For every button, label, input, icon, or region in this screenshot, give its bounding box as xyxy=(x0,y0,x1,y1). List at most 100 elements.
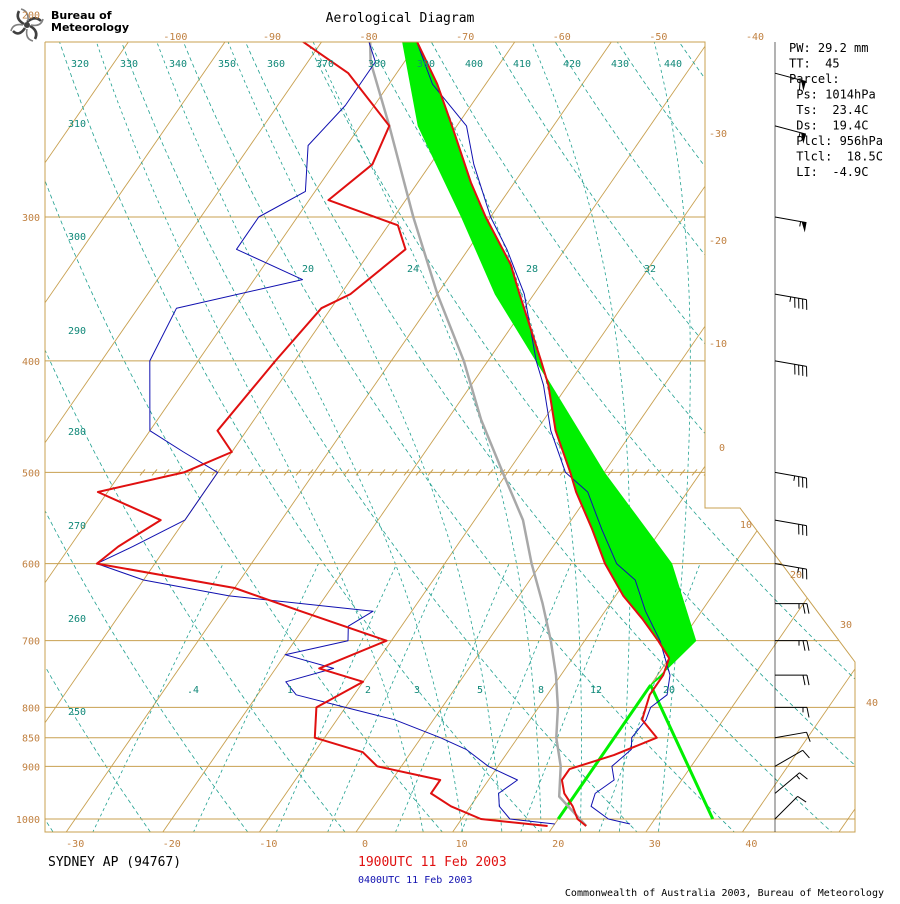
mixing-ratio-label: .4 xyxy=(187,685,199,696)
info-line: Parcel: xyxy=(789,72,840,86)
wind-barb xyxy=(775,732,810,742)
theta-label: 320 xyxy=(71,59,89,70)
mixing-ratio-label: 8 xyxy=(538,685,544,696)
theta-label: 250 xyxy=(68,707,86,718)
mixing-ratio-line xyxy=(323,564,445,844)
surface-parcel-line xyxy=(651,685,713,819)
top-temp-label: -80 xyxy=(360,32,378,43)
theta-label: 390 xyxy=(417,59,435,70)
top-temp-label: -70 xyxy=(456,32,474,43)
barb-feather xyxy=(803,675,805,685)
station-label: SYDNEY AP (94767) xyxy=(48,855,181,870)
theta-label: 400 xyxy=(465,59,483,70)
wind-barb xyxy=(775,361,807,377)
top-temp-label: -50 xyxy=(649,32,667,43)
bottom-temp-label: -30 xyxy=(66,839,84,850)
mixing-ratio-line xyxy=(188,564,318,844)
right-temp-label: 10 xyxy=(740,520,752,531)
mixing-ratio-label: 5 xyxy=(477,685,483,696)
pressure-tick-label: 900 xyxy=(22,762,40,773)
theta-label: 330 xyxy=(120,59,138,70)
barb-staff xyxy=(775,361,807,367)
pressure-tick-label: 500 xyxy=(22,468,40,479)
barb-staff xyxy=(775,750,803,766)
top-temp-label: -60 xyxy=(553,32,571,43)
barb-staff xyxy=(775,217,807,223)
barb-feather xyxy=(807,675,809,685)
mixing-ratio-label: 12 xyxy=(590,685,602,696)
bottom-temp-label: -10 xyxy=(259,839,277,850)
theta-e-label: 24 xyxy=(407,264,419,275)
theta-label: 360 xyxy=(267,59,285,70)
theta-label: 430 xyxy=(611,59,629,70)
right-temp-label: -30 xyxy=(709,129,727,140)
info-line: PW: 29.2 mm xyxy=(789,41,868,55)
wind-barb xyxy=(775,520,807,536)
wind-barb xyxy=(775,641,809,651)
barb-feather xyxy=(807,732,811,742)
info-line: Ts: 23.4C xyxy=(789,103,868,117)
mixing-ratio-label: 20 xyxy=(663,685,675,696)
wind-barb xyxy=(775,796,806,819)
copyright-label: Commonwealth of Australia 2003, Bureau o… xyxy=(565,888,884,899)
bottom-temp-label: 30 xyxy=(649,839,661,850)
mixing-ratio-label: 3 xyxy=(414,685,420,696)
surface-parcel-line xyxy=(558,685,650,819)
dry-adiabat-line xyxy=(0,0,354,843)
top-temp-label: -100 xyxy=(163,32,187,43)
wind-barb xyxy=(775,217,807,232)
mixing-ratio-line xyxy=(391,564,509,844)
theta-label: 340 xyxy=(169,59,187,70)
barb-feather xyxy=(807,604,809,614)
barb-feather xyxy=(803,604,805,614)
theta-e-label: 32 xyxy=(644,264,656,275)
primary-time-label: 1900UTC 11 Feb 2003 xyxy=(358,855,507,870)
theta-e-label: 20 xyxy=(302,264,314,275)
info-line: Ps: 1014hPa xyxy=(789,88,876,102)
theta-label: 270 xyxy=(68,521,86,532)
theta-label: 380 xyxy=(368,59,386,70)
barb-half-feather xyxy=(794,476,795,481)
theta-label: 280 xyxy=(68,427,86,438)
isotherm-line xyxy=(0,0,193,843)
pressure-tick-label: 300 xyxy=(22,213,40,224)
barb-feather xyxy=(798,796,806,802)
pressure-tick-label: 1000 xyxy=(16,815,40,826)
moist-adiabat-line xyxy=(138,0,464,843)
moist-adiabat-line xyxy=(207,0,503,843)
bottom-temp-label: 20 xyxy=(552,839,564,850)
theta-label: 350 xyxy=(218,59,236,70)
barb-feather xyxy=(807,641,809,651)
barb-feather xyxy=(803,641,805,651)
theta-label: 420 xyxy=(563,59,581,70)
isotherm-line xyxy=(0,0,580,843)
bottom-temp-label: 40 xyxy=(745,839,757,850)
pressure-tick-label: 800 xyxy=(22,703,40,714)
theta-label: 440 xyxy=(664,59,682,70)
barb-staff xyxy=(775,472,807,478)
right-temp-label: 30 xyxy=(840,620,852,631)
top-temp-label: -40 xyxy=(746,32,764,43)
barb-staff xyxy=(775,796,798,819)
barb-staff xyxy=(775,520,807,526)
info-line: LI: -4.9C xyxy=(789,165,868,179)
wind-barb xyxy=(775,675,809,685)
right-temp-label: 20 xyxy=(790,570,802,581)
dry-adiabat-line xyxy=(0,0,256,843)
top-temp-label: -90 xyxy=(263,32,281,43)
pressure-tick-label: 850 xyxy=(22,734,40,745)
barb-staff xyxy=(775,564,807,570)
secondary-temperature-line xyxy=(413,0,749,824)
theta-label: 290 xyxy=(68,326,86,337)
wind-barb xyxy=(775,294,807,310)
org-name-line2: Meteorology xyxy=(51,21,129,34)
pressure-tick-label: 600 xyxy=(22,560,40,571)
bottom-temp-label: -20 xyxy=(163,839,181,850)
wind-barb xyxy=(775,773,807,794)
bottom-temp-label: 10 xyxy=(456,839,468,850)
barb-half-feather xyxy=(800,222,801,227)
barb-feather xyxy=(803,750,810,758)
barb-half-feather xyxy=(790,297,791,302)
